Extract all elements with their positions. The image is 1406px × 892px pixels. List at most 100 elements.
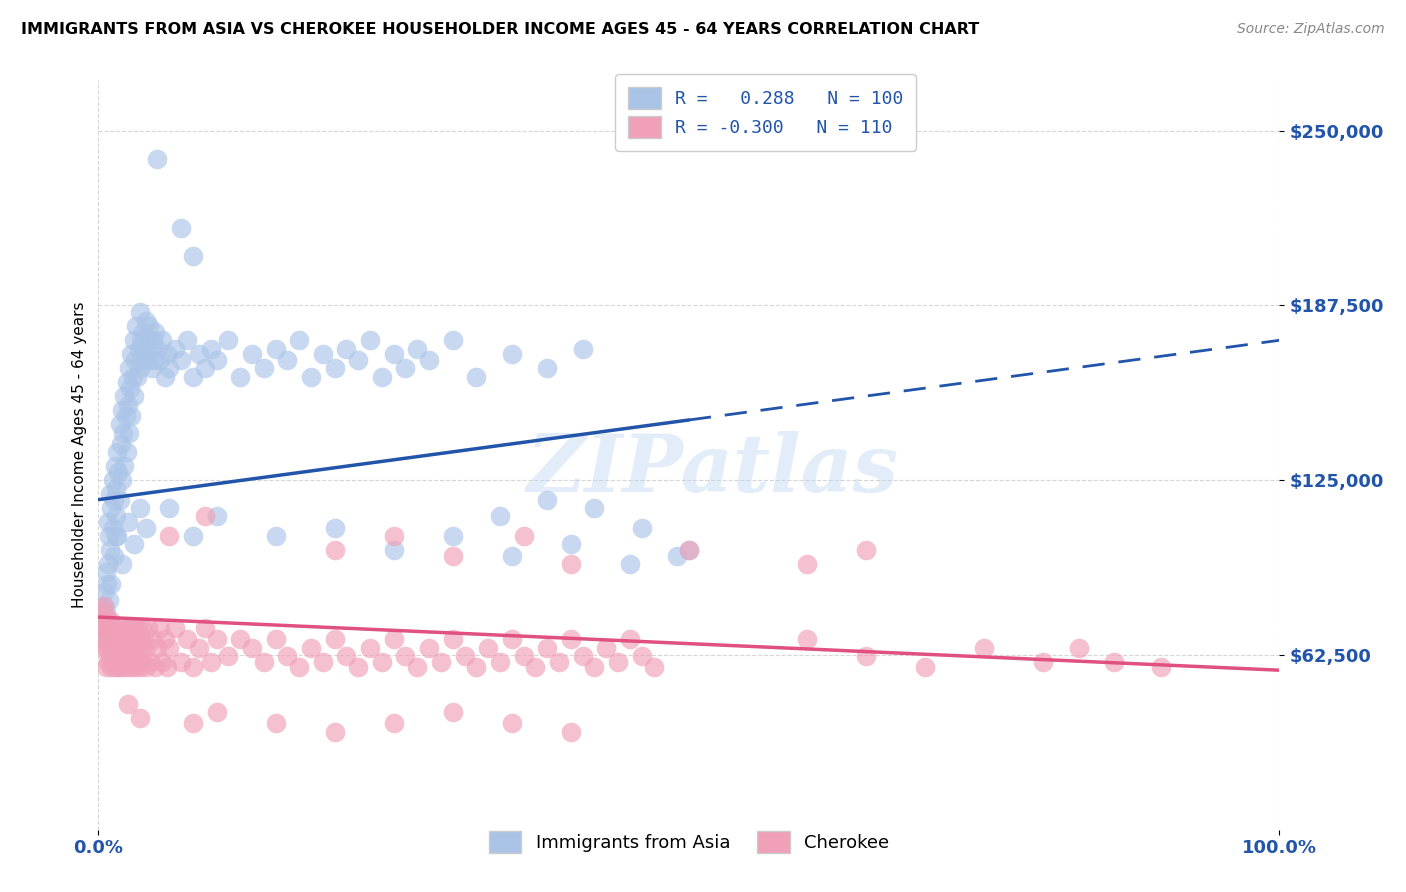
Point (128, 711, 150, 725)
Point (114, 409, 136, 423)
Point (465, 369, 488, 384)
Point (135, 520, 157, 534)
Point (127, 621, 149, 635)
Point (112, 632, 135, 647)
Point (359, 333, 381, 347)
Point (96, 576, 118, 591)
Point (91, 621, 114, 635)
Point (97, 557, 120, 571)
Point (312, 655, 335, 669)
Point (630, 520, 652, 534)
Point (501, 549, 523, 563)
Point (120, 381, 142, 395)
Point (560, 537, 582, 551)
Point (98, 529, 121, 543)
Y-axis label: Householder Income Ages 45 - 64 years: Householder Income Ages 45 - 64 years (72, 301, 87, 608)
Point (181, 660, 204, 674)
Point (607, 655, 630, 669)
Point (253, 361, 276, 376)
Point (108, 492, 131, 507)
Point (101, 621, 124, 635)
Point (536, 640, 558, 655)
Point (101, 520, 124, 534)
Point (100, 576, 122, 591)
Point (112, 459, 135, 474)
Point (91, 605, 114, 619)
Point (323, 543, 346, 558)
Point (143, 660, 166, 674)
Point (91, 632, 114, 647)
Point (560, 632, 582, 647)
Point (121, 409, 143, 423)
Point (104, 459, 127, 474)
Legend: Immigrants from Asia, Cherokee: Immigrants from Asia, Cherokee (479, 822, 898, 862)
Point (146, 342, 169, 356)
Point (1150, 660, 1173, 674)
Point (335, 649, 357, 664)
Point (98, 613, 121, 627)
Point (382, 716, 405, 731)
Point (501, 347, 523, 361)
Point (105, 621, 128, 635)
Point (93, 599, 115, 613)
Point (111, 621, 134, 635)
Point (394, 361, 416, 376)
Point (501, 716, 523, 731)
Point (181, 249, 204, 263)
Point (128, 660, 150, 674)
Point (114, 621, 136, 635)
Point (914, 660, 936, 674)
Point (128, 305, 150, 319)
Point (108, 417, 131, 432)
Point (101, 640, 124, 655)
Point (157, 640, 180, 655)
Point (264, 342, 287, 356)
Point (264, 632, 287, 647)
Point (382, 529, 405, 543)
Point (855, 543, 877, 558)
Point (93, 585, 115, 599)
Point (441, 632, 464, 647)
Point (253, 655, 276, 669)
Point (288, 333, 311, 347)
Point (181, 529, 204, 543)
Point (98, 640, 121, 655)
Point (571, 649, 593, 664)
Point (170, 352, 193, 367)
Point (1102, 655, 1125, 669)
Point (176, 632, 198, 647)
Point (136, 333, 159, 347)
Point (132, 325, 155, 339)
Point (94, 605, 117, 619)
Point (104, 660, 127, 674)
Point (165, 621, 187, 635)
Point (125, 660, 148, 674)
Point (142, 333, 165, 347)
Point (98, 621, 121, 635)
Point (187, 347, 209, 361)
Point (121, 660, 143, 674)
Point (96, 613, 118, 627)
Point (156, 347, 179, 361)
Point (128, 655, 150, 669)
Point (105, 445, 128, 459)
Point (187, 640, 209, 655)
Point (217, 649, 239, 664)
Point (146, 640, 169, 655)
Point (153, 369, 176, 384)
Point (276, 352, 298, 367)
Point (176, 333, 198, 347)
Point (122, 389, 145, 403)
Point (101, 473, 124, 487)
Point (595, 640, 617, 655)
Point (104, 627, 127, 641)
Point (98, 487, 121, 501)
Point (135, 352, 157, 367)
Point (120, 655, 142, 669)
Point (441, 705, 464, 719)
Point (129, 640, 152, 655)
Point (477, 640, 499, 655)
Point (240, 640, 263, 655)
Point (619, 557, 641, 571)
Point (94, 566, 117, 580)
